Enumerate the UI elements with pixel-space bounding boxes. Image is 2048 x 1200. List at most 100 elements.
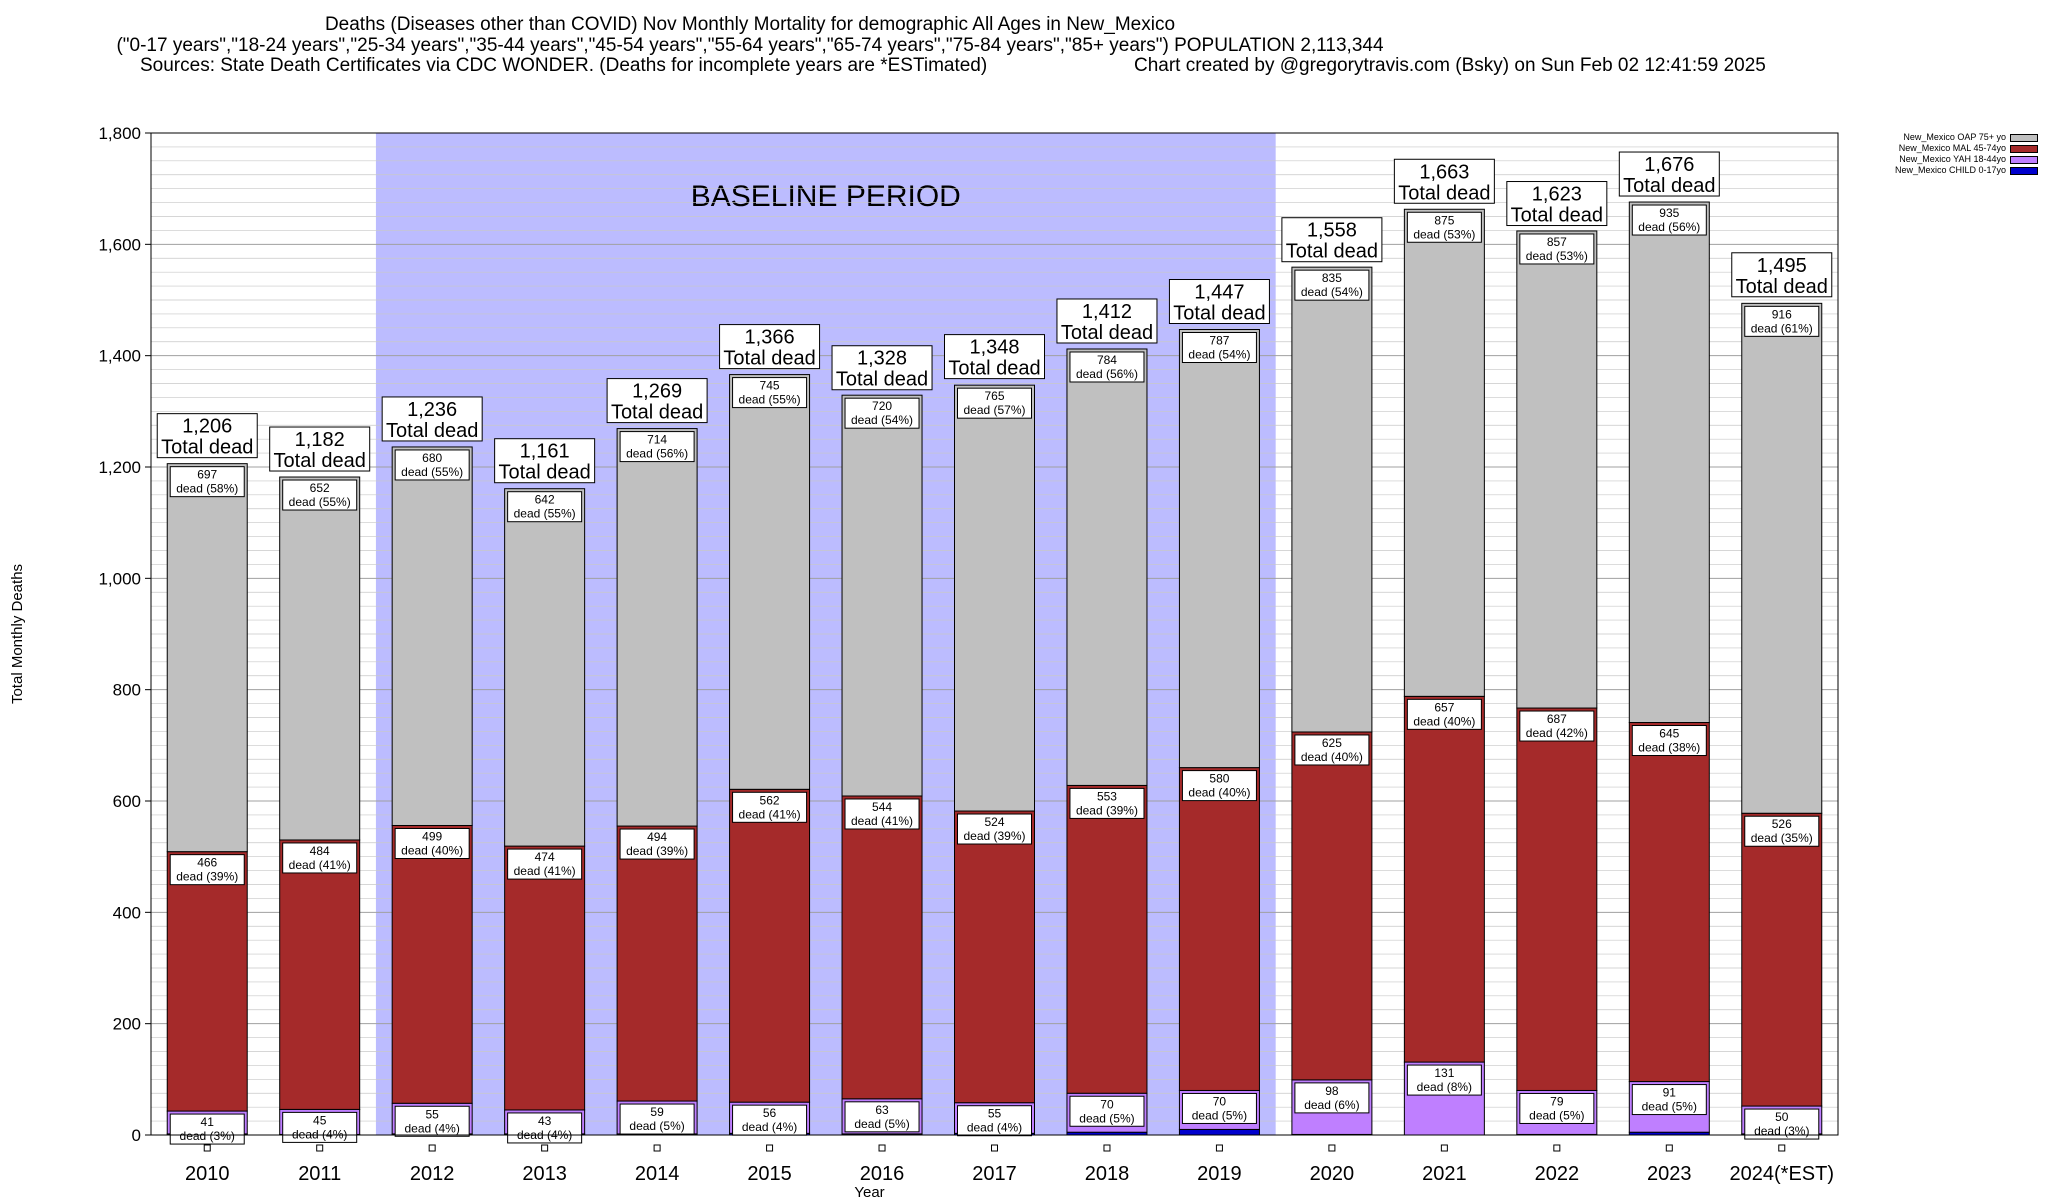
- segment-percent-label: dead (41%): [851, 814, 913, 828]
- total-label-box: [1393, 158, 1495, 204]
- segment-percent-label: dead (39%): [963, 829, 1025, 843]
- segment-label-box: [1519, 1092, 1595, 1124]
- segment-label-box: [169, 854, 245, 886]
- bar-segment: [504, 488, 586, 847]
- segment-label-box: [507, 1112, 583, 1144]
- plot-frame: [150, 132, 1839, 1136]
- segment-value-label: 79: [1550, 1094, 1564, 1108]
- total-text-label: Total dead: [611, 402, 703, 424]
- total-text-label: Total dead: [1623, 175, 1715, 197]
- segment-percent-label: dead (42%): [1526, 726, 1588, 740]
- segment-percent-label: dead (5%): [1642, 1100, 1697, 1114]
- segment-percent-label: dead (55%): [514, 507, 576, 521]
- bar-segment: [1291, 731, 1373, 1081]
- segment-value-label: 645: [1659, 727, 1679, 741]
- y-tick-label: 1,800: [98, 124, 141, 143]
- segment-value-label: 98: [1325, 1084, 1339, 1098]
- total-value-label: 1,206: [182, 416, 232, 438]
- segment-label-box: [1181, 332, 1257, 364]
- segment-percent-label: dead (58%): [176, 482, 238, 496]
- y-tick-label: 800: [113, 681, 141, 700]
- child-marker: [1440, 1144, 1448, 1152]
- total-label-box: [1506, 181, 1608, 227]
- segment-value-label: 524: [984, 815, 1004, 829]
- x-tick-label: 2010: [185, 1163, 230, 1185]
- segment-value-label: 765: [984, 389, 1004, 403]
- segment-value-label: 70: [1213, 1094, 1227, 1108]
- segment-label-box: [1181, 1092, 1257, 1124]
- segment-percent-label: dead (61%): [1751, 321, 1813, 335]
- legend-entry: New_Mexico CHILD 0-17yo: [1872, 165, 2042, 176]
- child-marker: [653, 1144, 661, 1152]
- segment-label-box: [1294, 1082, 1370, 1114]
- total-label-box: [606, 378, 708, 424]
- segment-percent-label: dead (4%): [404, 1121, 459, 1135]
- segment-label-box: [1744, 305, 1820, 337]
- y-tick-label: 0: [132, 1126, 141, 1145]
- segment-label-box: [619, 1103, 695, 1135]
- bar-segment: [1066, 348, 1148, 786]
- total-value-label: 1,161: [520, 441, 570, 463]
- child-marker: [1553, 1144, 1561, 1152]
- segment-percent-label: dead (35%): [1751, 831, 1813, 845]
- total-label-box: [381, 396, 483, 442]
- legend-swatch: [2010, 156, 2038, 164]
- segment-label-box: [957, 1105, 1032, 1137]
- child-marker: [203, 1144, 211, 1152]
- total-value-label: 1,623: [1532, 184, 1582, 206]
- segment-label-box: [732, 1104, 808, 1136]
- segment-percent-label: dead (56%): [1076, 367, 1138, 381]
- segment-percent-label: dead (39%): [176, 870, 238, 884]
- total-text-label: Total dead: [1511, 205, 1603, 227]
- child-marker: [766, 1144, 774, 1152]
- segment-percent-label: dead (53%): [1526, 249, 1588, 263]
- total-value-label: 1,495: [1757, 255, 1807, 277]
- segment-percent-label: dead (54%): [1301, 285, 1363, 299]
- x-tick-label: 2016: [860, 1163, 905, 1185]
- x-tick-label: 2022: [1535, 1163, 1580, 1185]
- segment-percent-label: dead (53%): [1413, 227, 1475, 241]
- segment-value-label: 714: [647, 433, 667, 447]
- legend-entry: New_Mexico OAP 75+ yo: [1872, 132, 2042, 143]
- total-label-box: [944, 334, 1045, 380]
- segment-value-label: 916: [1772, 307, 1792, 321]
- segment-value-label: 875: [1434, 213, 1454, 227]
- baseline-label: BASELINE PERIOD: [691, 180, 961, 213]
- total-label-box: [1618, 151, 1720, 197]
- bar-segment: [279, 839, 361, 1110]
- segment-percent-label: dead (57%): [963, 403, 1025, 417]
- segment-label-box: [1519, 233, 1595, 265]
- segment-percent-label: dead (55%): [401, 465, 463, 479]
- segment-percent-label: dead (8%): [1417, 1080, 1472, 1094]
- segment-value-label: 50: [1775, 1110, 1789, 1124]
- bar-segment: [954, 384, 1035, 812]
- x-tick-label: 2019: [1197, 1163, 1242, 1185]
- bar-segment: [616, 428, 698, 827]
- segment-percent-label: dead (4%): [292, 1127, 347, 1141]
- total-label-box: [831, 345, 933, 391]
- total-value-label: 1,236: [407, 399, 457, 421]
- total-value-label: 1,348: [969, 337, 1019, 359]
- total-text-label: Total dead: [161, 437, 253, 459]
- bar-segment: [391, 824, 473, 1104]
- y-tick-label: 1,000: [98, 569, 141, 588]
- y-tick-label: 200: [113, 1015, 141, 1034]
- segment-value-label: 657: [1434, 700, 1454, 714]
- legend-swatch: [2010, 134, 2038, 142]
- bar-segment: [616, 825, 698, 1102]
- segment-label-box: [1631, 204, 1707, 236]
- segment-value-label: 55: [425, 1107, 439, 1121]
- y-tick-label: 1,400: [98, 347, 141, 366]
- bar-segment: [1178, 767, 1260, 1091]
- total-label-box: [494, 438, 596, 484]
- total-text-label: Total dead: [948, 358, 1040, 380]
- total-text-label: Total dead: [1286, 241, 1378, 263]
- segment-label-box: [957, 387, 1032, 419]
- segment-label-box: [1069, 1095, 1145, 1127]
- segment-label-box: [1744, 815, 1820, 847]
- total-value-label: 1,412: [1082, 301, 1132, 323]
- segment-label-box: [844, 397, 920, 429]
- chart-credit: Chart created by @gregorytravis.com (Bsk…: [1134, 55, 1766, 76]
- total-value-label: 1,366: [745, 327, 795, 349]
- child-marker: [991, 1144, 998, 1152]
